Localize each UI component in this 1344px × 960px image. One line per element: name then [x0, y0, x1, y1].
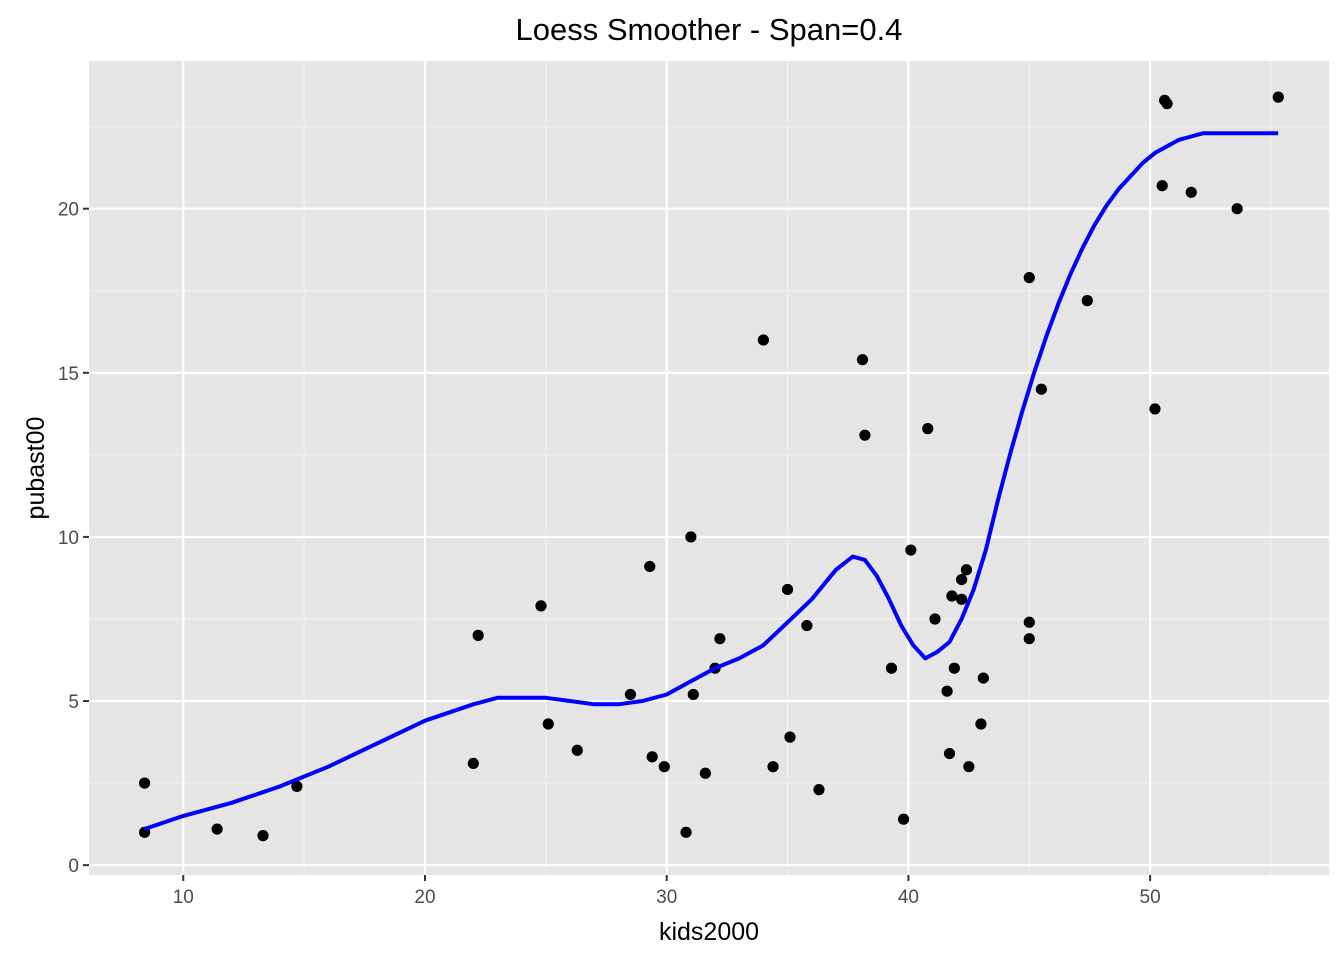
- scatter-point: [699, 767, 711, 779]
- scatter-point: [1035, 383, 1047, 395]
- scatter-point: [535, 600, 547, 612]
- y-tick-label: 20: [58, 200, 79, 221]
- x-axis-ticks: 10 20 30 40 50: [173, 875, 1161, 908]
- scatter-point: [897, 813, 910, 825]
- grid-major: [89, 61, 1329, 875]
- scatter-point: [856, 354, 869, 366]
- scatter-point: [946, 590, 958, 602]
- scatter-point: [624, 688, 637, 701]
- scatter-point: [757, 334, 769, 346]
- y-tick-label: 10: [58, 528, 79, 549]
- scatter-point: [963, 761, 975, 773]
- x-tick-label: 20: [414, 887, 435, 908]
- y-axis-ticks: 0 5 10 15 20: [58, 200, 89, 877]
- scatter-point: [685, 531, 697, 543]
- scatter-point: [1231, 203, 1243, 215]
- scatter-point: [680, 826, 692, 838]
- scatter-point: [781, 583, 794, 596]
- scatter-point: [138, 777, 151, 789]
- scatter-point: [859, 429, 871, 441]
- scatter-point: [1272, 91, 1284, 103]
- scatter-points: [138, 91, 1284, 842]
- scatter-point: [801, 619, 813, 632]
- x-tick-label: 50: [1140, 887, 1161, 908]
- plot-panel: [89, 61, 1329, 875]
- scatter-point: [1023, 616, 1035, 628]
- scatter-point: [1081, 295, 1093, 307]
- x-axis-title: kids2000: [659, 918, 759, 946]
- scatter-point: [905, 544, 917, 556]
- scatter-point: [1185, 186, 1197, 198]
- scatter-point: [1023, 272, 1035, 284]
- scatter-point: [813, 784, 825, 796]
- scatter-point: [929, 613, 941, 625]
- scatter-point: [472, 629, 484, 641]
- y-tick-label: 15: [58, 364, 79, 385]
- scatter-point: [542, 718, 554, 730]
- scatter-point: [257, 830, 269, 842]
- loess-line-layer: [143, 131, 1279, 831]
- scatter-point: [955, 593, 968, 605]
- y-axis-title: pubast00: [22, 417, 50, 520]
- scatter-point: [885, 662, 898, 674]
- scatter-point: [467, 757, 479, 770]
- scatter-point: [714, 633, 726, 645]
- y-tick-label: 5: [68, 692, 79, 713]
- scatter-point: [955, 573, 968, 586]
- scatter-point: [948, 662, 960, 674]
- scatter-point: [960, 564, 973, 576]
- scatter-point: [767, 761, 779, 773]
- scatter-point: [943, 747, 956, 760]
- scatter-point: [658, 761, 670, 773]
- x-tick-label: 30: [656, 887, 677, 908]
- chart-title: Loess Smoother - Span=0.4: [516, 12, 903, 47]
- scatter-point: [977, 672, 989, 684]
- scatter-point: [941, 685, 953, 697]
- scatter-point: [571, 744, 583, 756]
- y-tick-label: 0: [68, 856, 79, 877]
- scatter-point: [687, 688, 699, 701]
- scatter-point: [975, 718, 987, 730]
- scatter-point: [1156, 180, 1168, 192]
- scatter-point: [1149, 403, 1161, 415]
- x-tick-label: 40: [898, 887, 919, 908]
- scatter-point: [922, 423, 934, 435]
- x-tick-label: 10: [173, 887, 194, 908]
- scatter-point: [211, 823, 223, 835]
- loess-line: [143, 131, 1279, 831]
- scatter-point: [644, 560, 656, 573]
- scatter-point: [1023, 633, 1035, 645]
- scatter-point: [784, 731, 796, 743]
- scatter-point: [291, 780, 303, 792]
- scatter-point: [646, 751, 658, 763]
- scatter-point: [1161, 98, 1173, 110]
